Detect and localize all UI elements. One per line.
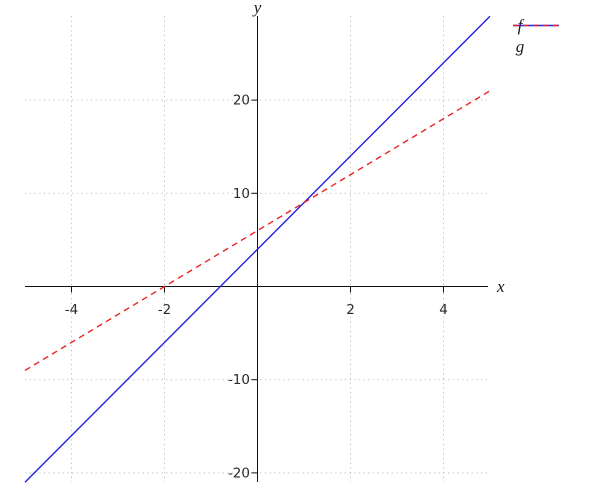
y-tick-label: 20 bbox=[233, 93, 250, 109]
legend-label-g: g bbox=[515, 37, 525, 56]
y-tick-label: 10 bbox=[233, 186, 250, 202]
legend-swatch-g-line bbox=[513, 24, 559, 27]
x-axis-title: x bbox=[496, 277, 505, 296]
legend-item-g: g bbox=[512, 24, 559, 57]
x-tick-label: 2 bbox=[346, 302, 355, 318]
y-tick-label: -10 bbox=[228, 372, 250, 388]
y-axis-title: y bbox=[252, 0, 262, 17]
legend: f g bbox=[512, 15, 559, 57]
series-g-line bbox=[24, 90, 491, 371]
series-f-line bbox=[24, 15, 491, 483]
x-tick-label: -4 bbox=[65, 302, 78, 318]
y-tick-label: -20 bbox=[228, 465, 250, 481]
x-tick-label: 4 bbox=[439, 302, 448, 318]
x-tick-label: -2 bbox=[158, 302, 171, 318]
